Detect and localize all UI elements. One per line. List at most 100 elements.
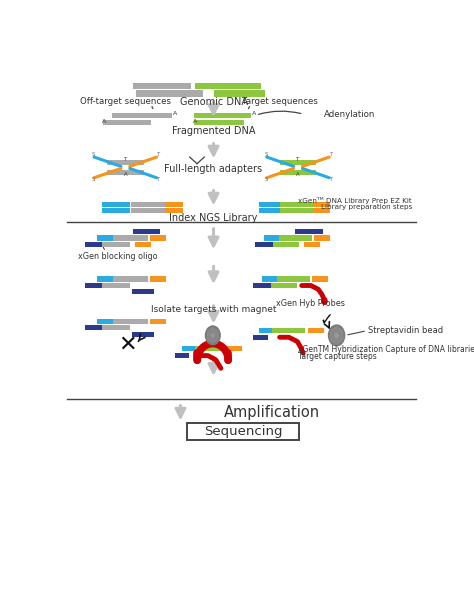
Bar (102, 208, 130, 213)
Bar (228, 346, 242, 351)
Bar (258, 328, 275, 333)
Bar (271, 283, 297, 288)
Text: Target sequences: Target sequences (242, 97, 318, 106)
Circle shape (208, 331, 211, 335)
Bar (253, 335, 268, 340)
Bar (165, 202, 183, 207)
Bar (85, 283, 103, 288)
Circle shape (330, 329, 335, 335)
Text: xGen Hyb Probes: xGen Hyb Probes (276, 291, 345, 308)
Bar (131, 208, 166, 213)
Bar (133, 229, 160, 235)
Text: T: T (329, 177, 333, 181)
Text: Library preparation steps: Library preparation steps (320, 204, 412, 210)
Bar (150, 235, 166, 241)
Circle shape (338, 335, 343, 342)
Bar (175, 353, 189, 358)
Bar (259, 202, 282, 207)
Bar (264, 235, 281, 241)
Circle shape (322, 298, 327, 304)
Bar (97, 276, 113, 282)
Text: Off-target sequences: Off-target sequences (80, 97, 171, 106)
Text: S: S (92, 177, 95, 181)
Text: xGen blocking oligo: xGen blocking oligo (78, 247, 157, 261)
Bar (97, 319, 113, 324)
Circle shape (330, 335, 335, 342)
Text: xGenTM Hybridization Capture of DNA libraries: xGenTM Hybridization Capture of DNA libr… (298, 345, 474, 354)
Bar (277, 276, 310, 282)
Bar (295, 229, 323, 235)
Circle shape (331, 328, 343, 343)
Text: A: A (252, 111, 256, 116)
Circle shape (214, 331, 218, 335)
Bar (102, 202, 130, 207)
Text: xGenᵀᴹ DNA Library Prep EZ Kit: xGenᵀᴹ DNA Library Prep EZ Kit (298, 197, 412, 204)
Circle shape (205, 326, 220, 345)
Text: Target capture steps: Target capture steps (298, 351, 377, 360)
Text: Full-length adapters: Full-length adapters (164, 164, 263, 174)
Bar (113, 276, 148, 282)
Bar (137, 90, 202, 97)
Text: S: S (264, 152, 268, 156)
Circle shape (338, 329, 343, 335)
FancyBboxPatch shape (187, 423, 299, 441)
Bar (135, 242, 151, 247)
Text: Amplification: Amplification (224, 406, 320, 420)
Bar (102, 242, 130, 247)
Text: Sequencing: Sequencing (204, 425, 282, 438)
Bar (103, 120, 151, 125)
Bar (107, 160, 144, 164)
Circle shape (334, 326, 339, 332)
Text: A: A (124, 172, 127, 177)
Bar (281, 208, 313, 213)
Bar (279, 235, 312, 241)
Bar (259, 208, 282, 213)
Circle shape (328, 325, 345, 346)
Text: Streptavidin bead: Streptavidin bead (368, 326, 443, 335)
Bar (314, 235, 330, 241)
Text: A: A (296, 172, 300, 177)
Text: Adenylation: Adenylation (324, 110, 375, 119)
Bar (304, 242, 320, 247)
Bar (133, 83, 191, 89)
Text: ✓: ✓ (320, 312, 334, 329)
Bar (107, 170, 144, 175)
Text: T: T (124, 157, 127, 162)
Bar (132, 332, 154, 337)
Bar (132, 289, 154, 295)
Bar (113, 319, 148, 324)
Text: A: A (101, 119, 106, 124)
Circle shape (214, 335, 218, 340)
Bar (195, 83, 261, 89)
Bar (313, 202, 330, 207)
Bar (312, 276, 328, 282)
Bar (165, 208, 183, 213)
Text: S: S (92, 152, 95, 156)
Text: Index NGS Library: Index NGS Library (169, 213, 258, 223)
Bar (131, 202, 166, 207)
Bar (255, 242, 273, 247)
Bar (97, 235, 113, 241)
Bar (280, 170, 316, 175)
Bar (194, 120, 244, 125)
Bar (280, 160, 316, 164)
Text: T: T (296, 157, 300, 162)
Bar (253, 283, 271, 288)
Bar (262, 276, 279, 282)
Circle shape (211, 328, 215, 332)
Text: T: T (329, 152, 333, 156)
Bar (113, 235, 148, 241)
Bar (194, 112, 251, 118)
Bar (102, 325, 130, 331)
Text: Fragmented DNA: Fragmented DNA (172, 126, 255, 136)
Text: A: A (173, 111, 177, 116)
Text: Isolate targets with magnet: Isolate targets with magnet (151, 306, 276, 315)
Bar (150, 276, 166, 282)
Bar (182, 346, 197, 351)
Text: A: A (193, 119, 198, 124)
Bar (195, 346, 226, 351)
Text: S: S (264, 177, 268, 181)
Circle shape (208, 329, 218, 342)
Bar (85, 242, 103, 247)
Bar (102, 283, 130, 288)
